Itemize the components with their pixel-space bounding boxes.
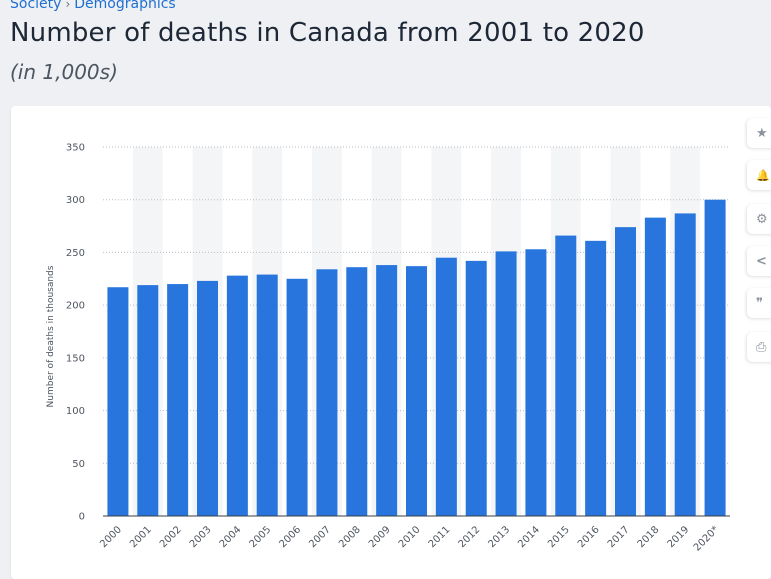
bar	[256, 274, 278, 516]
x-tick-label: 2012	[457, 524, 483, 550]
bar	[615, 227, 636, 516]
bar	[435, 257, 457, 516]
quote-icon[interactable]: ❞	[747, 288, 771, 318]
x-tick-label: 2001	[128, 524, 154, 550]
x-tick-label: 2000	[98, 524, 124, 550]
bar	[585, 240, 607, 516]
share-icon[interactable]: <	[747, 246, 771, 276]
x-tick-label: 2010	[397, 524, 423, 550]
bar	[376, 265, 398, 516]
y-tick-label: 100	[66, 406, 85, 417]
x-tick-label: 2013	[486, 524, 512, 550]
bell-icon[interactable]: 🔔	[747, 160, 771, 190]
breadcrumb-link-society[interactable]: Society	[10, 0, 62, 12]
page-subtitle: (in 1,000s)	[10, 60, 118, 84]
bar	[674, 213, 696, 517]
bar	[226, 275, 248, 516]
x-tick-label: 2006	[277, 524, 303, 550]
x-tick-label: 2014	[516, 524, 542, 550]
y-axis-label: Number of deaths in thousands	[46, 265, 56, 407]
breadcrumb-separator: ›	[65, 0, 71, 11]
bar	[346, 267, 368, 516]
y-tick-label: 50	[72, 459, 85, 470]
bar	[167, 284, 189, 516]
x-tick-label: 2009	[367, 524, 393, 550]
star-icon[interactable]: ★	[747, 118, 771, 148]
x-tick-label: 2002	[158, 524, 184, 550]
y-tick-label: 0	[79, 512, 85, 523]
breadcrumb: Society › Demographics	[10, 0, 176, 12]
bar	[495, 251, 517, 517]
bar	[316, 269, 338, 516]
x-tick-label: 2004	[218, 524, 244, 550]
y-tick-label: 200	[66, 301, 85, 312]
y-tick-label: 350	[66, 143, 85, 154]
x-tick-label: 2011	[427, 524, 453, 550]
x-tick-label: 2019	[666, 524, 692, 550]
y-tick-label: 250	[66, 248, 85, 259]
bar	[704, 199, 726, 516]
print-icon[interactable]: ⎙	[747, 332, 771, 362]
bar	[406, 266, 427, 516]
bar	[465, 260, 487, 516]
page-title: Number of deaths in Canada from 2001 to …	[10, 18, 645, 48]
breadcrumb-link-demographics[interactable]: Demographics	[74, 0, 176, 12]
bar	[137, 285, 159, 516]
bar	[286, 278, 308, 516]
x-tick-label: 2007	[307, 524, 333, 550]
gear-icon[interactable]: ⚙	[747, 204, 771, 234]
chart-card: 0 50 100 150 200 250 300 350 2000 2001 2002 2003 20…	[11, 106, 771, 579]
x-tick-label: 2015	[546, 524, 572, 550]
x-tick-label: 2016	[576, 524, 602, 550]
y-tick-label: 150	[66, 353, 85, 364]
bar	[644, 217, 666, 516]
y-tick-label: 300	[66, 195, 85, 206]
bar	[525, 249, 547, 516]
x-tick-label: 2017	[606, 524, 632, 550]
x-tick-label: 2018	[636, 524, 662, 550]
x-tick-label: 2003	[188, 524, 214, 550]
x-tick-label: 2005	[248, 524, 274, 550]
x-tick-label: 2008	[337, 524, 363, 550]
x-tick-label: 2020*	[692, 524, 721, 553]
bar	[107, 287, 129, 516]
bar	[197, 280, 218, 516]
bar	[555, 235, 577, 516]
